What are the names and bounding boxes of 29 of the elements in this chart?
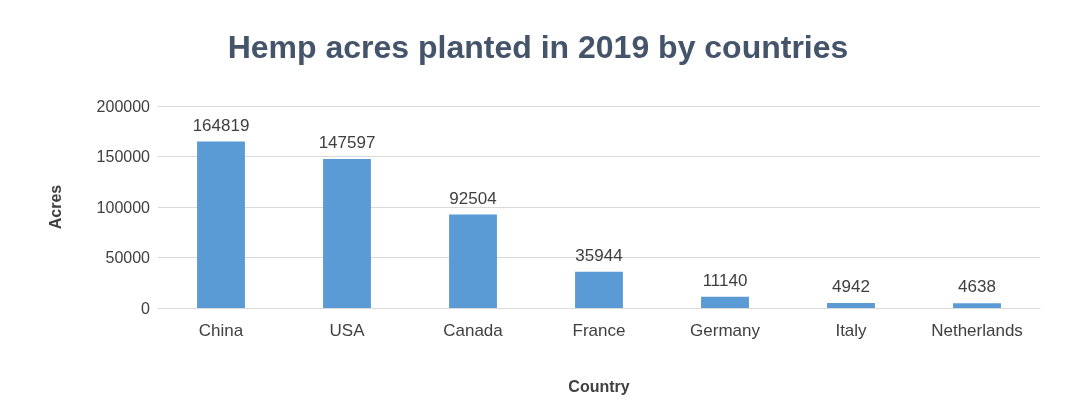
data-label: 4942 <box>832 277 870 297</box>
y-tick-label: 100000 <box>96 198 151 216</box>
x-tick-label: USA <box>329 321 366 340</box>
x-tick-label: Canada <box>443 321 504 340</box>
chart-title: Hemp acres planted in 2019 by countries <box>227 29 849 65</box>
bar <box>701 296 749 308</box>
bar <box>575 271 623 308</box>
data-label: 35944 <box>575 245 623 265</box>
x-tick-label: Germany <box>690 321 761 340</box>
bar <box>197 141 245 308</box>
data-label: 92504 <box>449 188 497 208</box>
data-label: 11140 <box>702 270 748 290</box>
bar <box>449 214 497 308</box>
bar <box>323 158 371 308</box>
x-tick-label: China <box>198 321 244 340</box>
x-tick-label: Netherlands <box>931 321 1023 340</box>
y-tick-label: 200000 <box>96 97 151 115</box>
y-tick-label: 150000 <box>96 148 151 165</box>
data-label: 147597 <box>318 132 376 152</box>
bar <box>827 303 875 308</box>
x-tick-label: France <box>572 321 626 340</box>
y-tick-label: 0 <box>141 299 151 317</box>
x-tick-label: Italy <box>835 321 868 340</box>
y-axis-title: Acres <box>46 184 64 230</box>
data-label: 164819 <box>192 115 250 135</box>
bar <box>953 303 1001 308</box>
data-label: 4638 <box>958 277 996 297</box>
y-tick-label: 50000 <box>105 249 151 266</box>
x-axis-title: Country <box>568 377 630 395</box>
